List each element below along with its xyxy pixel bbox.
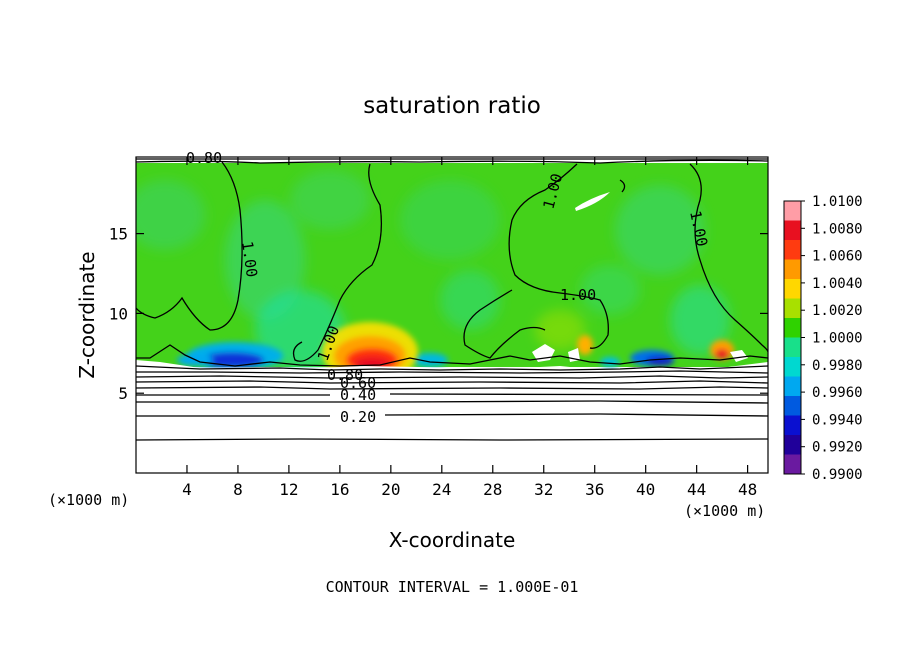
saturation-field [136,157,768,473]
colorbar-tick-label: 1.0020 [812,303,863,319]
x-tick-label: 16 [330,480,349,499]
x-tick-label: 32 [534,480,553,499]
contour-label: 0.20 [340,408,376,426]
colorbar-tick-label: 0.9980 [812,358,863,374]
x-tick-label: 4 [182,480,192,499]
colorbar-tick-label: 0.9960 [812,385,863,401]
plot-frame [135,156,769,474]
colorbar-swatch [784,298,801,319]
y-tick-label: 10 [109,304,128,323]
y-tick-label: 15 [109,225,128,244]
colorbar-swatch [784,337,801,358]
y-tick-label: 5 [118,384,128,403]
x-tick-label: 28 [483,480,502,499]
colorbar-swatch [784,454,801,475]
contour-label: 0.60 [340,374,376,392]
x-tick-label: 20 [381,480,400,499]
colorbar-swatch [784,396,801,416]
colorbar-swatch [784,279,801,299]
contour-label: 0.80 [327,366,363,384]
colorbar-swatch [784,240,801,260]
contour-label: 0.80 [186,149,222,167]
chart-title: saturation ratio [363,93,541,119]
x-tick-label: 12 [279,480,298,499]
colorbar-swatch [784,220,801,241]
colorbar-swatch [784,318,801,338]
x-tick-label: 48 [738,480,757,499]
x-tick-label: 36 [585,480,604,499]
colorbar-swatch [784,415,801,436]
contour-interval-note: CONTOUR INTERVAL = 1.000E-01 [326,578,579,596]
x-axis-ticks: 4 8 12 16 20 24 28 32 36 40 44 48 [182,157,757,499]
colorbar-swatch [784,259,801,280]
colorbar-tick-label: 0.9920 [812,440,863,456]
colorbar-tick-label: 1.0080 [812,221,863,237]
contour-label: 1.00 [238,240,261,278]
colorbar-tick-label: 1.0000 [812,331,863,347]
x-tick-label: 40 [636,480,655,499]
contour-lines [136,158,768,441]
colorbar-ticks: 1.0100 1.0080 1.0060 1.0040 1.0020 1.0000 0.99… [801,194,863,483]
colorbar-swatch [784,435,801,455]
colorbar [783,200,802,475]
x-axis-label: X-coordinate [389,528,516,552]
colorbar-tick-label: 1.0040 [812,276,863,292]
y-axis-label: Z-coordinate [75,251,99,378]
x-tick-label: 8 [233,480,243,499]
colorbar-swatch [784,357,801,377]
colorbar-tick-label: 1.0100 [812,194,863,210]
colorbar-swatch [784,376,801,397]
y-axis-ticks: 5 10 15 [109,225,768,403]
x-unit-right: (×1000 m) [684,502,765,520]
x-unit-left: (×1000 m) [48,491,129,509]
contour-label: 0.40 [340,386,376,404]
contour-label: 1.00 [560,286,596,304]
x-tick-label: 44 [687,480,706,499]
colorbar-tick-label: 0.9900 [812,467,863,483]
colorbar-tick-label: 0.9940 [812,412,863,428]
x-tick-label: 24 [432,480,451,499]
colorbar-tick-label: 1.0060 [812,249,863,265]
colorbar-swatch [784,201,801,221]
